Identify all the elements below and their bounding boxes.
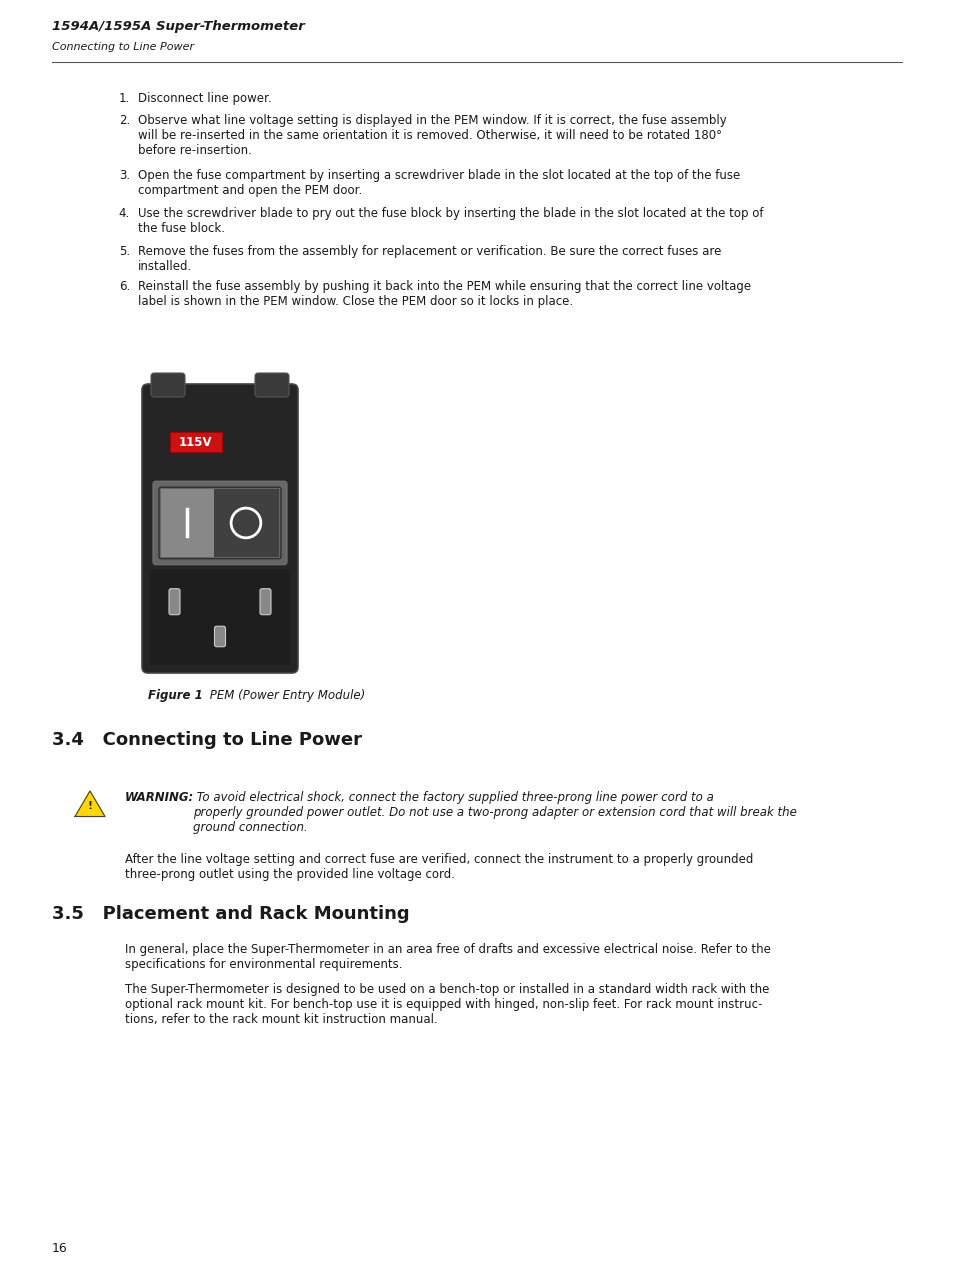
Text: 3.: 3. (119, 170, 130, 182)
Text: 16: 16 (52, 1243, 68, 1255)
FancyBboxPatch shape (260, 589, 271, 614)
Text: 3.5   Placement and Rack Mounting: 3.5 Placement and Rack Mounting (52, 905, 409, 923)
FancyBboxPatch shape (254, 373, 289, 397)
Text: 6.: 6. (118, 280, 130, 293)
Text: To avoid electrical shock, connect the factory supplied three-prong line power c: To avoid electrical shock, connect the f… (193, 792, 796, 834)
Polygon shape (75, 792, 105, 816)
Text: Use the screwdriver blade to pry out the fuse block by inserting the blade in th: Use the screwdriver blade to pry out the… (138, 207, 762, 235)
Text: WARNING:: WARNING: (125, 792, 194, 804)
Text: 1.: 1. (118, 93, 130, 105)
Text: Open the fuse compartment by inserting a screwdriver blade in the slot located a: Open the fuse compartment by inserting a… (138, 170, 740, 197)
FancyBboxPatch shape (152, 481, 287, 564)
Text: PEM (Power Entry Module): PEM (Power Entry Module) (206, 689, 365, 702)
Text: Connecting to Line Power: Connecting to Line Power (52, 42, 193, 51)
FancyBboxPatch shape (213, 490, 278, 556)
FancyBboxPatch shape (150, 569, 290, 666)
FancyBboxPatch shape (169, 589, 180, 614)
FancyBboxPatch shape (170, 432, 222, 452)
Text: Reinstall the fuse assembly by pushing it back into the PEM while ensuring that : Reinstall the fuse assembly by pushing i… (138, 280, 750, 308)
Text: In general, place the Super-Thermometer in an area free of drafts and excessive : In general, place the Super-Thermometer … (125, 943, 770, 971)
Text: 2.: 2. (118, 114, 130, 127)
Text: 1594A/1595A Super-Thermometer: 1594A/1595A Super-Thermometer (52, 21, 304, 33)
FancyBboxPatch shape (151, 373, 185, 397)
Text: After the line voltage setting and correct fuse are verified, connect the instru: After the line voltage setting and corre… (125, 853, 753, 882)
FancyBboxPatch shape (142, 384, 297, 673)
Text: !: ! (88, 801, 92, 811)
Text: The Super-Thermometer is designed to be used on a bench-top or installed in a st: The Super-Thermometer is designed to be … (125, 983, 768, 1025)
Text: Remove the fuses from the assembly for replacement or verification. Be sure the : Remove the fuses from the assembly for r… (138, 245, 720, 272)
Text: 4.: 4. (118, 207, 130, 220)
FancyBboxPatch shape (214, 626, 225, 646)
Text: 3.4   Connecting to Line Power: 3.4 Connecting to Line Power (52, 731, 361, 749)
FancyBboxPatch shape (161, 490, 213, 556)
Text: 115V: 115V (179, 436, 213, 448)
Text: Figure 1: Figure 1 (148, 689, 203, 702)
Text: Observe what line voltage setting is displayed in the PEM window. If it is corre: Observe what line voltage setting is dis… (138, 114, 726, 157)
Text: Disconnect line power.: Disconnect line power. (138, 93, 272, 105)
Text: 5.: 5. (119, 245, 130, 258)
